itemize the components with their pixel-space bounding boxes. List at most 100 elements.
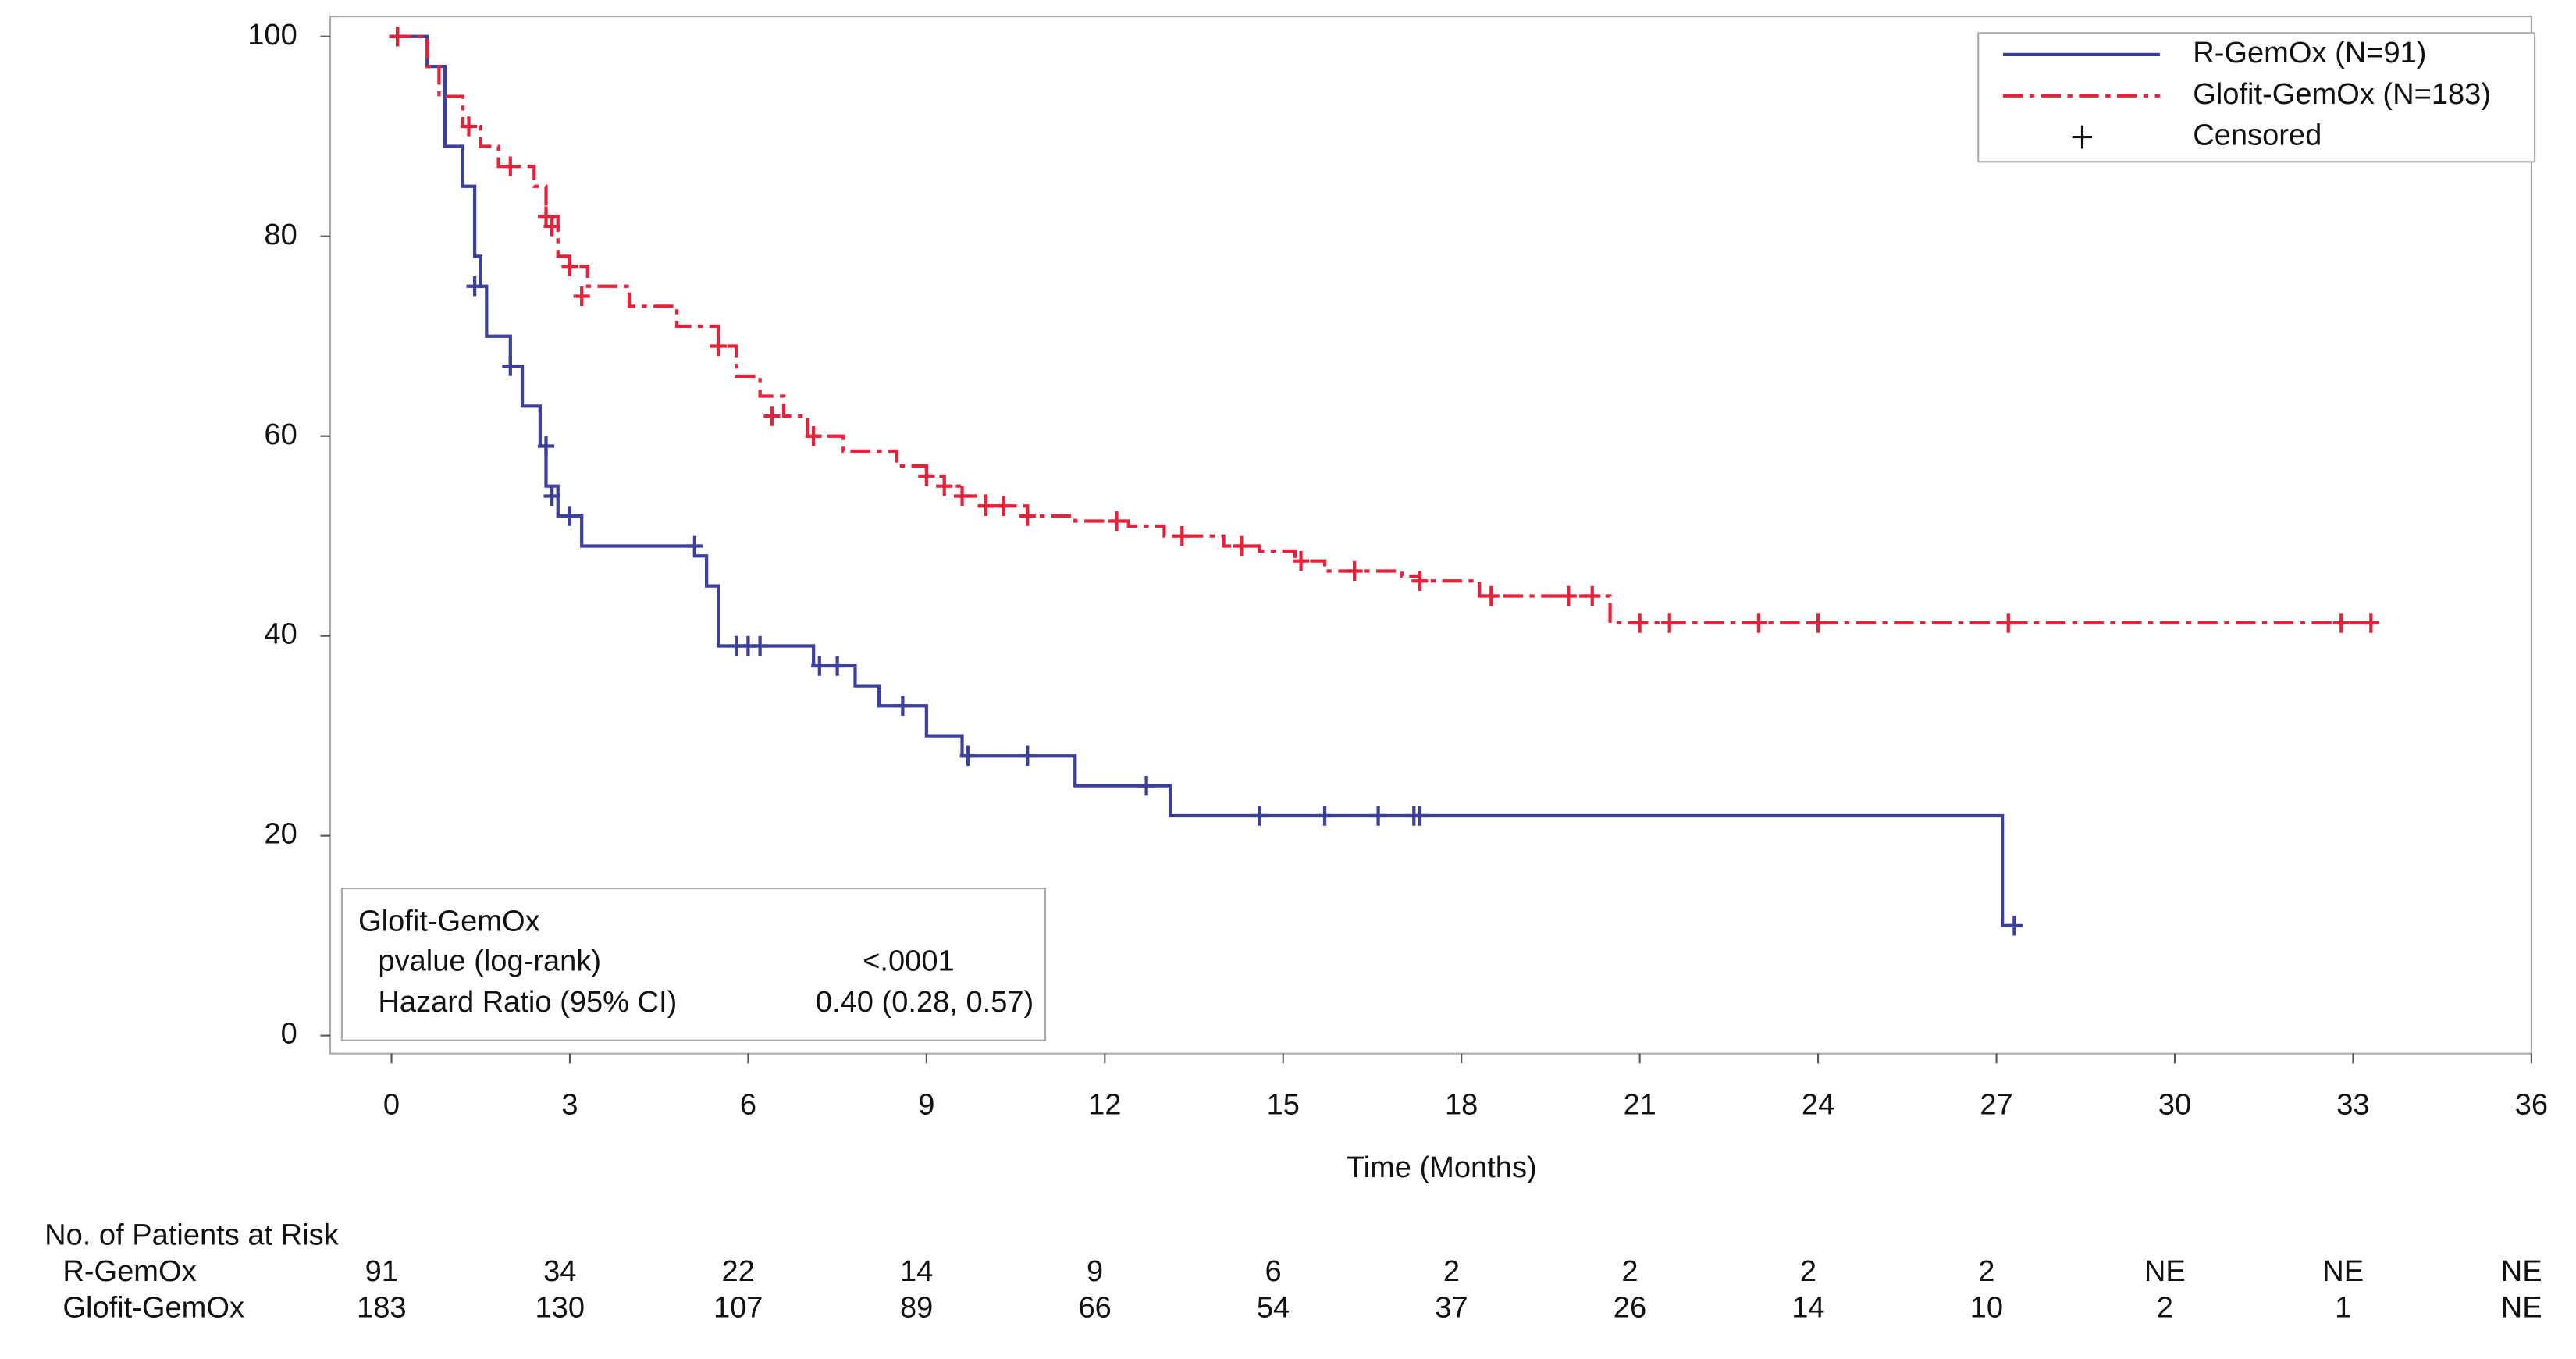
censor-mark [2000,613,2017,633]
legend-label: R-GemOx (N=91) [2193,37,2426,69]
risk-value: 14 [1791,1292,1824,1325]
censor-mark [1233,535,1251,557]
censor-mark [573,286,590,307]
risk-value: 183 [357,1292,407,1325]
risk-value: 2 [1621,1255,1638,1288]
x-tick-label: 30 [2158,1088,2191,1121]
censor-mark [811,656,828,676]
x-tick-label: 3 [561,1088,578,1121]
x-tick-label: 15 [1267,1088,1300,1121]
survival-curve [391,34,2015,927]
censor-mark [502,356,519,376]
censor-mark [1251,806,1268,826]
censor-mark [1631,613,1649,633]
risk-table-title: No. of Patients at Risk [44,1219,340,1252]
censor-mark [537,206,555,226]
x-tick-label: 33 [2336,1088,2369,1121]
risk-value: 91 [365,1255,398,1288]
censor-mark [1370,806,1387,826]
x-tick-label: 27 [1980,1088,2012,1121]
y-tick-label: 80 [264,219,297,251]
censor-mark [1316,806,1333,826]
censor-mark [561,256,578,276]
censor-mark [894,696,911,716]
censor-mark [936,476,953,496]
censor-mark [918,466,935,486]
risk-value: 1 [2335,1292,2351,1325]
y-tick-label: 20 [264,818,297,851]
risk-value: 2 [2157,1292,2173,1325]
censor-mark [1346,560,1363,582]
stats-value: 0.40 (0.28, 0.57) [816,986,1034,1019]
censor-mark [1750,613,1767,633]
legend-label: Glofit-GemOx (N=183) [2193,78,2491,111]
risk-value: 10 [1970,1292,2003,1325]
risk-value: 37 [1435,1292,1468,1325]
risk-value: 2 [1443,1255,1460,1288]
stats-box [340,888,1047,1041]
risk-row-name: R-GemOx [62,1255,196,1288]
censor-mark [2005,916,2023,936]
x-tick-label: 36 [2515,1088,2548,1121]
risk-value: 34 [543,1255,576,1288]
risk-value: 9 [1087,1255,1103,1288]
risk-value: NE [2501,1255,2542,1288]
censor-mark [466,276,483,297]
censor-mark [1584,585,1601,607]
x-tick-label: 6 [740,1088,756,1121]
risk-value: 107 [713,1292,763,1325]
risk-value: 14 [900,1255,933,1288]
stats-value: <.0001 [863,945,954,977]
censor-mark [1019,506,1036,526]
risk-value: 22 [722,1255,755,1288]
censor-mark [460,116,478,137]
x-tick-label: 24 [1802,1088,1834,1121]
risk-value: NE [2501,1292,2542,1325]
censor-mark [1019,745,1036,766]
censor-mark [1482,585,1500,607]
risk-value: 130 [535,1292,585,1325]
censor-mark [752,635,769,656]
censor-mark [561,506,578,526]
censor-mark [1560,585,1577,607]
censor-mark [829,656,846,676]
x-tick-label: 9 [918,1088,934,1121]
y-tick-label: 60 [264,418,297,451]
risk-value: NE [2322,1255,2364,1288]
censor-mark [1661,613,1678,633]
legend-label: Censored [2193,119,2322,152]
y-tick-label: 100 [247,19,297,52]
x-tick-label: 12 [1088,1088,1121,1121]
censor-mark [1293,550,1310,571]
censor-mark [763,406,781,426]
censor-mark [502,156,519,176]
x-tick-label: 18 [1445,1088,1478,1121]
x-axis-title: Time (Months) [1347,1151,1537,1184]
censor-mark [389,27,406,47]
censor-mark [1138,775,1155,796]
censor-mark [977,496,994,516]
risk-value: 26 [1614,1292,1646,1325]
x-tick-label: 0 [383,1088,400,1121]
censor-mark [1108,511,1126,532]
censor-mark [1809,613,1827,633]
risk-value: 6 [1265,1255,1281,1288]
y-tick-label: 0 [281,1018,297,1051]
legend-censor-symbol [2072,125,2093,149]
censor-mark [805,426,822,446]
censor-mark [953,486,971,507]
stats-label: Hazard Ratio (95% CI) [378,986,677,1019]
censor-mark [2332,613,2350,633]
censor-mark [1173,525,1190,546]
risk-value: NE [2144,1255,2186,1288]
risk-value: 89 [900,1292,933,1325]
censor-mark [543,486,560,507]
censor-mark [710,336,727,357]
stats-label: pvalue (log-rank) [378,945,601,977]
censor-mark [959,745,977,766]
censor-mark [1411,806,1429,826]
censor-mark [995,496,1012,516]
risk-value: 54 [1257,1292,1290,1325]
survival-curve [391,34,2377,625]
